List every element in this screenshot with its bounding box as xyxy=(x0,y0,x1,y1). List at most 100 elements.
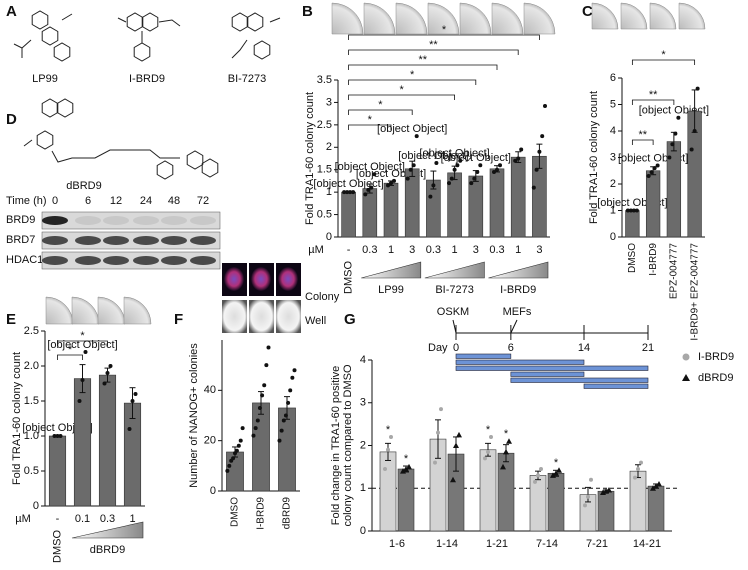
data-point xyxy=(646,174,651,179)
x-tick-label: dBRD9 xyxy=(282,497,293,530)
error-bar xyxy=(129,387,136,419)
y-tick-label: 20 xyxy=(204,435,216,447)
significance-label: ** xyxy=(419,54,428,66)
data-point xyxy=(655,163,660,168)
blot-band xyxy=(161,216,187,225)
data-point xyxy=(475,169,480,174)
data-point xyxy=(542,104,547,109)
data-point xyxy=(489,434,493,439)
plate-image xyxy=(523,2,556,35)
data-point xyxy=(288,388,293,393)
y-tick-label: 0 xyxy=(33,500,39,512)
protein-label: HDAC1 xyxy=(6,254,43,266)
structure-ring xyxy=(36,130,54,150)
data-point xyxy=(83,350,88,354)
data-point xyxy=(408,167,413,172)
y-tick-label: 40 xyxy=(204,384,216,396)
x-tick-label: 14-21 xyxy=(633,538,661,550)
data-point xyxy=(469,181,474,186)
significance-bracket xyxy=(348,49,519,55)
y-tick-label: 5 xyxy=(610,98,616,110)
blot-band xyxy=(133,216,159,225)
well-image xyxy=(222,300,247,333)
x-tick-label: - xyxy=(56,513,60,525)
image-label: Colony xyxy=(305,291,340,303)
y-tick-label: 2 xyxy=(360,439,366,451)
data-point xyxy=(392,178,396,183)
significance-bracket xyxy=(348,94,455,100)
data-point xyxy=(656,480,662,487)
data-point xyxy=(236,443,241,448)
data-point xyxy=(400,468,406,474)
data-point xyxy=(290,375,295,380)
data-point xyxy=(366,187,371,192)
structure-bond xyxy=(23,139,180,163)
blot-band xyxy=(103,256,129,265)
x-tick-label: 0.3 xyxy=(100,513,115,525)
group-label: I-BRD9 xyxy=(500,284,536,296)
data-point xyxy=(283,413,288,418)
significance-label: [object Object] xyxy=(419,148,489,160)
treatment-window xyxy=(455,353,512,359)
data-point xyxy=(231,456,236,461)
structure-ring xyxy=(133,42,151,62)
data-point xyxy=(583,503,587,508)
y-tick-label: 2 xyxy=(610,178,616,190)
data-point xyxy=(414,134,419,139)
data-point xyxy=(540,134,545,139)
data-point xyxy=(534,167,539,172)
bar xyxy=(597,490,615,532)
bar xyxy=(547,472,565,532)
structure-ring xyxy=(253,40,271,60)
significance-label: [object Object] xyxy=(335,161,405,173)
data-point xyxy=(483,456,487,461)
plate-image xyxy=(427,2,460,35)
unit-label: µM xyxy=(308,244,324,256)
y-tick-label: 1 xyxy=(326,186,332,198)
x-tick-label: 0.3 xyxy=(362,244,377,256)
x-tick-label: I-BRD9 xyxy=(256,497,267,530)
plate-image xyxy=(649,2,677,30)
time-label: Time (h) xyxy=(6,195,47,207)
bar xyxy=(479,449,497,532)
time-point: 72 xyxy=(197,195,209,207)
data-point xyxy=(102,381,107,386)
error-bar xyxy=(585,486,591,503)
significance-label: * xyxy=(386,424,391,436)
data-point xyxy=(478,163,483,168)
x-tick-label: 0.1 xyxy=(75,513,90,525)
structure-ring xyxy=(246,12,264,32)
data-point xyxy=(513,158,518,163)
blot-band xyxy=(133,236,159,245)
blot-band xyxy=(42,216,68,225)
blot-band xyxy=(190,216,216,225)
bar xyxy=(278,407,296,492)
data-point xyxy=(108,364,113,368)
data-point xyxy=(506,438,512,444)
data-point xyxy=(406,463,412,470)
x-tick-label: 3 xyxy=(409,244,415,256)
y-axis-label: colony count compared to DMSO xyxy=(342,364,354,526)
structure-bond xyxy=(117,17,181,43)
bar xyxy=(489,168,505,238)
bar xyxy=(383,182,399,238)
data-point xyxy=(345,190,350,195)
data-point xyxy=(453,442,459,448)
panel-label: B xyxy=(302,3,313,20)
bar xyxy=(379,451,397,532)
treatment-window xyxy=(455,365,649,371)
treatment-window xyxy=(510,371,585,377)
data-point xyxy=(449,176,454,181)
data-point xyxy=(589,477,593,482)
significance-bracket xyxy=(57,340,108,346)
bar xyxy=(73,378,92,507)
significance-bracket xyxy=(348,79,477,85)
data-point xyxy=(251,433,256,438)
data-point xyxy=(386,447,390,452)
significance-bracket xyxy=(631,139,654,145)
structure-ring xyxy=(41,98,59,118)
plate-image xyxy=(97,296,126,325)
plate-image xyxy=(45,296,74,325)
well-image xyxy=(276,300,301,333)
